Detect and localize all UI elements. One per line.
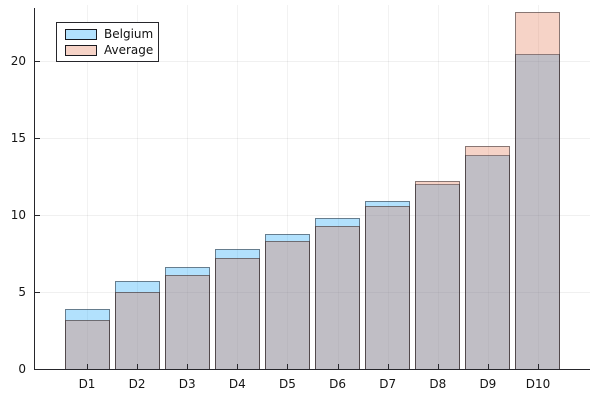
x-tick-D8 xyxy=(437,364,439,369)
average-swatch-icon xyxy=(65,44,97,56)
x-tick-D1 xyxy=(87,364,88,369)
x-tick-label-D6: D6 xyxy=(329,377,346,391)
gridline-y-5 xyxy=(34,292,590,294)
y-tick-0 xyxy=(35,369,40,370)
bar-average-D9 xyxy=(465,145,511,370)
legend-label-average: Average xyxy=(104,42,154,57)
legend-box: Belgium Average xyxy=(56,22,159,62)
x-tick-D10 xyxy=(537,364,539,369)
legend-item-average: Average xyxy=(57,42,158,57)
bar-average-D8 xyxy=(415,181,461,370)
gridline-x-D1 xyxy=(87,5,88,369)
y-tick-15 xyxy=(35,138,40,140)
gridline-x-D3 xyxy=(187,5,189,369)
x-tick-D4 xyxy=(237,364,239,369)
x-tick-label-D3: D3 xyxy=(178,377,196,391)
gridline-y-20 xyxy=(34,61,590,63)
gridline-x-D10 xyxy=(537,5,539,369)
bar-average-D7 xyxy=(365,205,411,370)
gridline-x-D6 xyxy=(337,5,339,369)
bar-average-D5 xyxy=(264,241,310,370)
y-tick-label-15: 15 xyxy=(10,131,26,146)
gridline-x-D7 xyxy=(387,5,389,369)
gridline-y-10 xyxy=(34,215,590,217)
gridline-x-D9 xyxy=(487,5,489,369)
legend-item-belgium: Belgium xyxy=(57,26,158,41)
x-tick-label-D10: D10 xyxy=(525,377,551,391)
x-tick-label-D2: D2 xyxy=(128,377,146,391)
gridline-y-15 xyxy=(34,138,590,140)
x-tick-label-D1: D1 xyxy=(78,377,96,391)
y-tick-label-5: 5 xyxy=(18,285,26,300)
y-tick-label-20: 20 xyxy=(10,54,26,69)
x-tick-D7 xyxy=(387,364,389,369)
x-tick-label-D8: D8 xyxy=(429,377,447,391)
x-tick-label-D7: D7 xyxy=(379,377,397,391)
gridline-x-D4 xyxy=(237,5,239,369)
x-tick-D9 xyxy=(487,364,489,369)
bar-average-D6 xyxy=(315,225,361,370)
x-tick-label-D5: D5 xyxy=(279,377,296,391)
bar-average-D4 xyxy=(214,258,260,370)
gridline-x-D5 xyxy=(287,5,289,369)
y-tick-20 xyxy=(35,61,40,63)
x-tick-D5 xyxy=(287,364,289,369)
y-tick-10 xyxy=(35,215,40,217)
bar-average-D3 xyxy=(164,275,210,370)
legend-label-belgium: Belgium xyxy=(104,26,154,41)
x-tick-label-D9: D9 xyxy=(479,377,497,391)
bar-belgium-D10 xyxy=(515,53,561,370)
x-tick-D2 xyxy=(137,364,139,369)
bar-average-D2 xyxy=(114,292,160,370)
bar-average-D10 xyxy=(515,12,561,370)
belgium-swatch-icon xyxy=(65,28,97,40)
bar-average-D1 xyxy=(64,319,110,370)
x-tick-D6 xyxy=(337,364,339,369)
y-tick-5 xyxy=(35,292,40,294)
gridline-x-D2 xyxy=(137,5,139,369)
x-axis-line xyxy=(34,369,590,370)
x-tick-label-D4: D4 xyxy=(228,377,246,391)
x-tick-D3 xyxy=(187,364,189,369)
y-tick-label-0: 0 xyxy=(18,362,26,376)
y-axis-line xyxy=(34,8,35,370)
y-tick-label-10: 10 xyxy=(10,208,26,223)
gridline-x-D8 xyxy=(437,5,439,369)
